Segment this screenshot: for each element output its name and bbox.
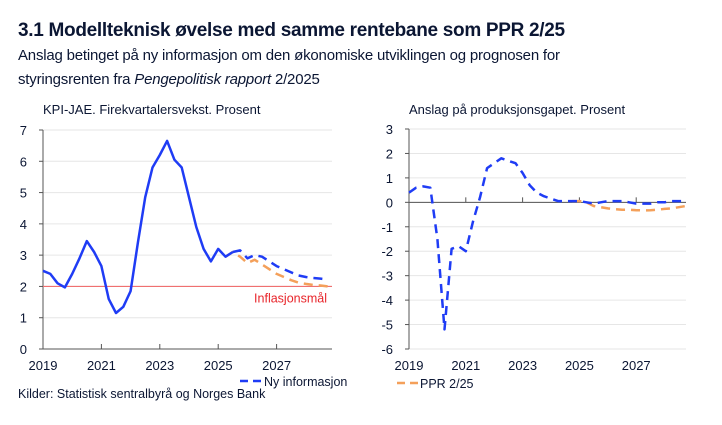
subtitle-report-name: Pengepolitisk rapport [134,71,271,88]
y-tick-label: -3 [381,269,393,284]
y-tick-label: -1 [381,220,393,235]
x-tick-label: 2025 [204,358,233,373]
y-tick-label: -6 [381,342,393,357]
series-ppr-2-25-dashed [572,199,687,212]
y-tick-label: 3 [20,248,27,263]
y-tick-label: 4 [20,217,27,232]
figure-subtitle-line1: Anslag betinget på ny informasjon om den… [18,47,560,64]
subtitle-suffix: 2/2025 [270,71,320,88]
y-tick-label: 0 [20,342,27,357]
x-tick-label: 2023 [145,358,174,373]
y-tick-label: 0 [386,195,393,210]
x-tick-label: 2021 [87,358,116,373]
y-tick-label: -4 [381,293,393,308]
series-ny-informasjon-dashed [232,249,328,281]
y-tick-label: 6 [20,154,27,169]
x-tick-label: 2019 [29,358,58,373]
right-chart-title: Anslag på produksjonsgapet. Prosent [409,102,625,117]
x-tick-label: 2019 [395,358,424,373]
legend-ny-informasjon-label: Ny informasjon [264,375,347,389]
y-tick-label: 1 [20,311,27,326]
figure-title: 3.1 Modellteknisk øvelse med samme rente… [18,20,565,41]
inflation-target-label: Inflasjonsmål [254,291,327,305]
x-tick-label: 2023 [508,358,537,373]
x-tick-label: 2027 [262,358,291,373]
y-tick-label: -5 [381,318,393,333]
series-ppr-2-25-dashed [224,250,328,288]
y-tick-label: 2 [386,146,393,161]
source-note: Kilder: Statistisk sentralbyrå og Norges… [18,387,266,401]
y-tick-label: 1 [386,171,393,186]
y-tick-label: -2 [381,244,393,259]
legend-ppr-label: PPR 2/25 [420,377,474,391]
y-tick-label: 5 [20,186,27,201]
subtitle-prefix: styringsrenten fra [18,71,135,88]
y-tick-label: 2 [20,279,27,294]
x-tick-label: 2027 [622,358,651,373]
y-tick-label: 3 [386,122,393,137]
series-ny-informasjon-dashed [408,157,686,331]
left-chart-title: KPI-JAE. Firekvartalersvekst. Prosent [43,102,261,117]
x-tick-label: 2021 [451,358,480,373]
series-ny-informasjon-solid [42,139,234,315]
y-tick-label: 7 [20,123,27,138]
figure-subtitle-line2: styringsrenten fra Pengepolitisk rapport… [18,71,320,88]
x-tick-label: 2025 [565,358,594,373]
